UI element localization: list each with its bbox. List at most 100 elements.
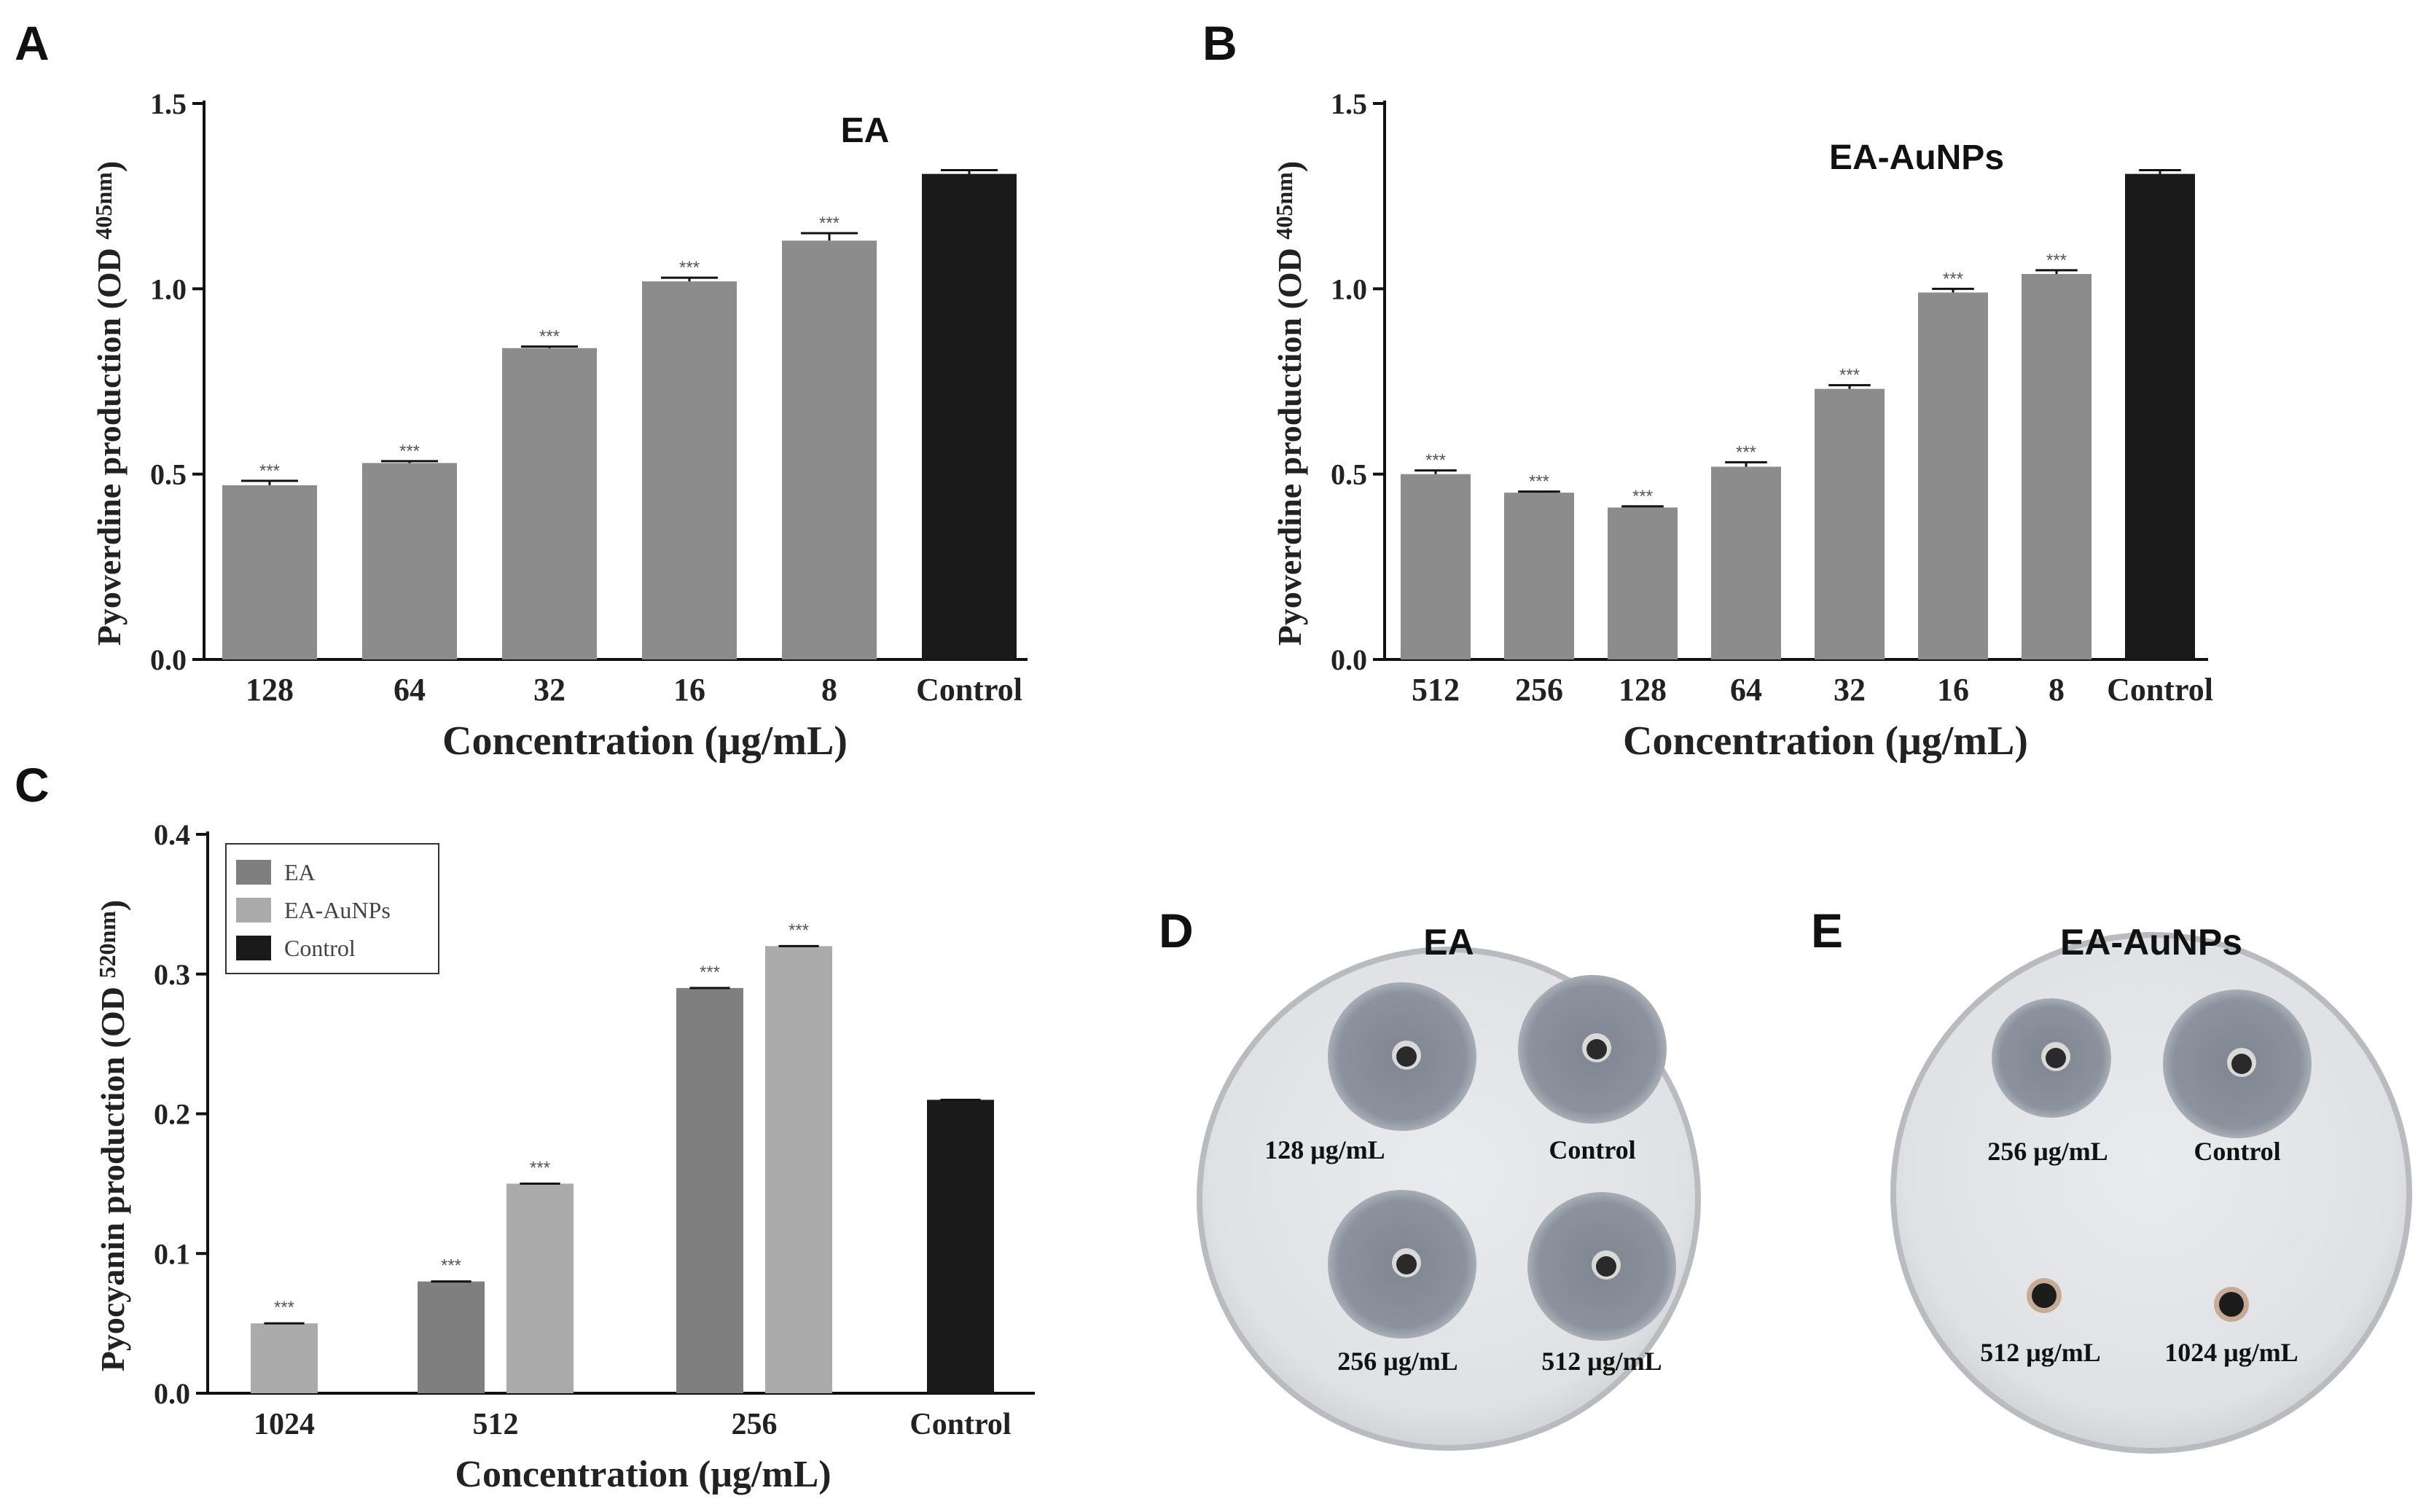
significance-mark: *** — [441, 1256, 461, 1276]
legend-swatch — [236, 898, 271, 923]
well-hole — [1396, 1254, 1417, 1274]
x-axis-label: Concentration (μg/mL) — [455, 1454, 831, 1495]
bar-128 — [1608, 507, 1678, 659]
significance-mark: *** — [399, 442, 420, 461]
x-tick-label: Control — [916, 672, 1022, 708]
y-tick-label: 1.0 — [150, 273, 187, 305]
legend-label: EA-AuNPs — [284, 897, 391, 923]
bar-64 — [362, 463, 457, 659]
bar-64 — [1711, 466, 1781, 659]
x-tick-label: 16 — [1937, 672, 1969, 708]
significance-mark: *** — [539, 327, 560, 347]
x-tick-label: 32 — [1834, 672, 1866, 708]
bar-ea-256 — [676, 987, 743, 1393]
x-tick-label: 256 — [1515, 672, 1563, 708]
bar-control — [2125, 173, 2195, 659]
x-tick-label: 128 — [1619, 672, 1667, 708]
plate-e-ea-aunps-agar: EA-AuNPs 256 μg/mL Control 512 μg/mL 1024 μg… — [1890, 922, 2412, 1454]
y-tick-label: 0.5 — [1331, 458, 1367, 491]
well-label: Control — [1549, 1135, 1635, 1164]
plate-title: EA — [1423, 922, 1474, 963]
well-label: 512 μg/mL — [1541, 1347, 1662, 1376]
x-tick-label: 8 — [821, 672, 837, 708]
y-tick-label: 0.2 — [154, 1098, 190, 1131]
y-tick-label: 0.0 — [1331, 643, 1367, 676]
bar-ea-512 — [418, 1281, 485, 1393]
y-tick-label: 1.5 — [150, 87, 187, 120]
x-tick-label: 512 — [1412, 672, 1460, 708]
well-hole — [1396, 1046, 1417, 1067]
x-tick-label: 16 — [673, 672, 705, 708]
bar-ea-aunps-256 — [765, 946, 832, 1393]
bar-16 — [1918, 292, 1988, 659]
bar-8 — [782, 240, 877, 659]
panel-letter-b: B — [1202, 16, 1237, 70]
significance-mark: *** — [2046, 251, 2067, 270]
significance-mark: *** — [1632, 487, 1653, 506]
bar-32 — [502, 348, 597, 659]
well-hole — [1586, 1039, 1607, 1059]
x-tick-label: Control — [2107, 672, 2213, 708]
panel-letter-a: A — [15, 16, 50, 70]
significance-mark: *** — [274, 1298, 294, 1317]
significance-mark: *** — [1943, 269, 1963, 289]
agar-plate — [1896, 938, 2406, 1448]
bar-16 — [642, 281, 737, 659]
y-tick-label: 0.3 — [154, 958, 190, 991]
well-label: 128 μg/mL — [1264, 1135, 1385, 1164]
y-tick-label: 1.5 — [1331, 87, 1367, 120]
legend-label: Control — [284, 935, 356, 961]
well-label: 1024 μg/mL — [2164, 1338, 2298, 1367]
y-tick-label: 0.4 — [154, 818, 190, 851]
bar-ea-aunps-1024 — [251, 1323, 318, 1393]
chart-title: EA — [841, 111, 890, 150]
significance-mark: *** — [530, 1158, 550, 1178]
y-tick-label: 1.0 — [1331, 273, 1367, 305]
legend-label: EA — [284, 859, 316, 885]
y-axis-label: Pyoverdine production (OD 405nm) — [1271, 161, 1308, 646]
chart-b-pyoverdine-ea-aunps: 0.0 0.5 1.0 1.5 *** 512 *** 256 *** 128 *** 64 *** 32… — [1271, 87, 2213, 764]
legend-swatch — [236, 936, 271, 960]
bar-512 — [1401, 474, 1471, 659]
y-tick-label: 0.0 — [154, 1377, 190, 1410]
x-tick-label: 8 — [2049, 672, 2065, 708]
significance-mark: *** — [700, 963, 720, 982]
significance-mark: *** — [819, 214, 840, 233]
y-tick-label: 0.5 — [150, 458, 187, 491]
x-axis-label: Concentration (μg/mL) — [442, 718, 848, 764]
x-tick-label: 1024 — [254, 1408, 315, 1441]
legend-swatch — [236, 860, 271, 885]
significance-mark: *** — [1529, 472, 1549, 492]
well-hole — [2231, 1054, 2252, 1074]
x-tick-label: 64 — [1730, 672, 1762, 708]
bar-ea-aunps-512 — [506, 1183, 574, 1393]
well-hole — [1596, 1256, 1616, 1277]
bar-32 — [1815, 388, 1885, 659]
well-label: Control — [2194, 1137, 2280, 1166]
significance-mark: *** — [1736, 442, 1756, 462]
well-label: 256 μg/mL — [1337, 1347, 1457, 1376]
x-tick-label: Control — [909, 1408, 1011, 1441]
panel-letter-e: E — [1811, 904, 1843, 957]
x-tick-label: 32 — [533, 672, 566, 708]
y-axis-label: Pyoverdine production (OD 405nm) — [90, 161, 128, 646]
bar-control-control — [927, 1100, 994, 1393]
significance-mark: *** — [1839, 366, 1860, 385]
chart-a-pyoverdine-ea: 0.0 0.5 1.0 1.5 *** 128 *** 64 *** 32 *** 16 *** 8 Con… — [90, 87, 1028, 764]
significance-mark: *** — [679, 258, 700, 278]
y-tick-label: 0.1 — [154, 1237, 190, 1270]
x-tick-label: 512 — [473, 1408, 519, 1441]
x-tick-label: 64 — [394, 672, 426, 708]
chart-title: EA-AuNPs — [1829, 138, 2004, 177]
significance-mark: *** — [789, 920, 809, 940]
x-tick-label: 256 — [732, 1408, 778, 1441]
y-tick-label: 0.0 — [150, 643, 187, 676]
panel-letter-c: C — [15, 758, 50, 812]
x-axis-label: Concentration (μg/mL) — [1623, 718, 2028, 764]
plate-d-ea-agar: EA 128 μg/mL Control 256 μg/mL 512 μg/mL — [1197, 922, 1701, 1451]
well-hole — [2032, 1283, 2057, 1308]
panel-letter-d: D — [1159, 904, 1194, 957]
plate-title: EA-AuNPs — [2060, 922, 2242, 963]
bar-control — [922, 173, 1017, 659]
